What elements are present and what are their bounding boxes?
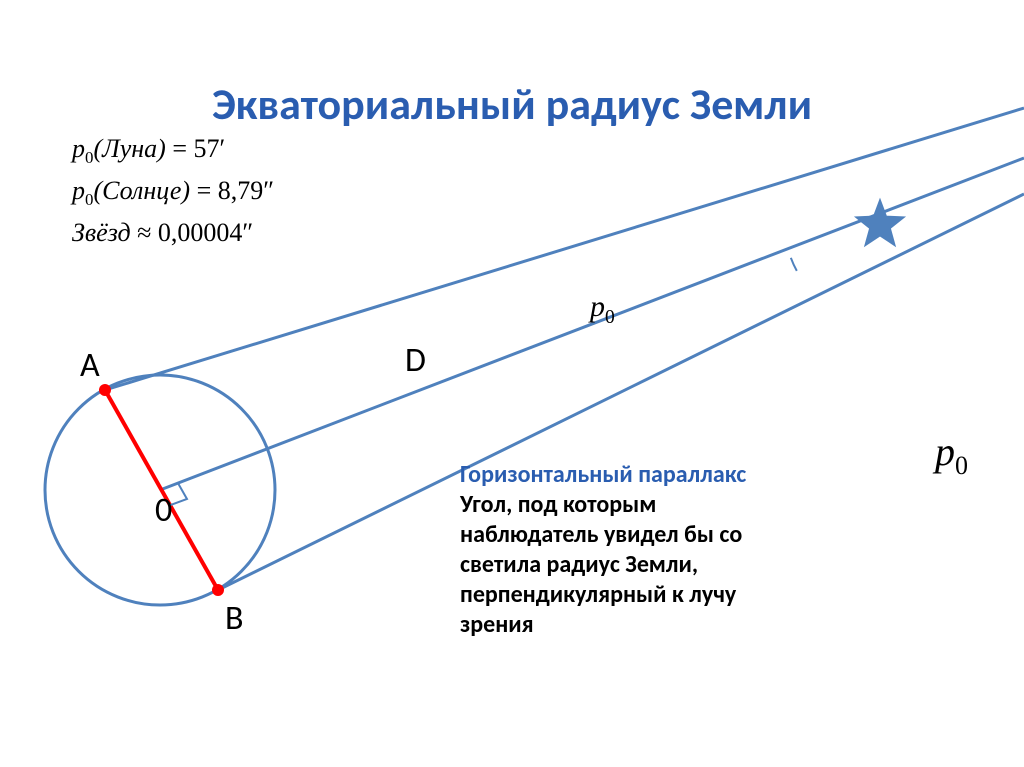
description-line-1: Угол, под которым [460, 490, 920, 520]
point-B [212, 584, 224, 596]
label-D: D [405, 340, 426, 381]
label-p0-small-p: p [590, 290, 605, 323]
line-A-star [105, 108, 1024, 390]
label-B: B [225, 598, 244, 639]
point-A [99, 384, 111, 396]
description-heading: Горизонтальный параллакс [460, 460, 920, 490]
label-A: A [80, 345, 100, 386]
description-block: Горизонтальный параллакс Угол, под котор… [460, 460, 920, 640]
label-p0-small: p0 [590, 290, 615, 329]
description-line-2: наблюдатель увидел бы со [460, 520, 920, 550]
label-p0-big-p: p [935, 429, 955, 474]
label-O: 0 [155, 490, 172, 531]
slide: Экваториальный радиус Земли p0(Луна) = 5… [0, 0, 1024, 767]
label-p0-big-sub: 0 [955, 451, 968, 480]
label-p0-big: p0 [935, 428, 968, 481]
label-p0-small-sub: 0 [605, 307, 615, 328]
parallax-diagram [0, 0, 1024, 767]
description-line-4: перпендикулярный к лучу [460, 580, 920, 610]
description-line-5: зрения [460, 610, 920, 640]
description-line-3: светила радиус Земли, [460, 550, 920, 580]
angle-arc-p0 [791, 258, 797, 271]
